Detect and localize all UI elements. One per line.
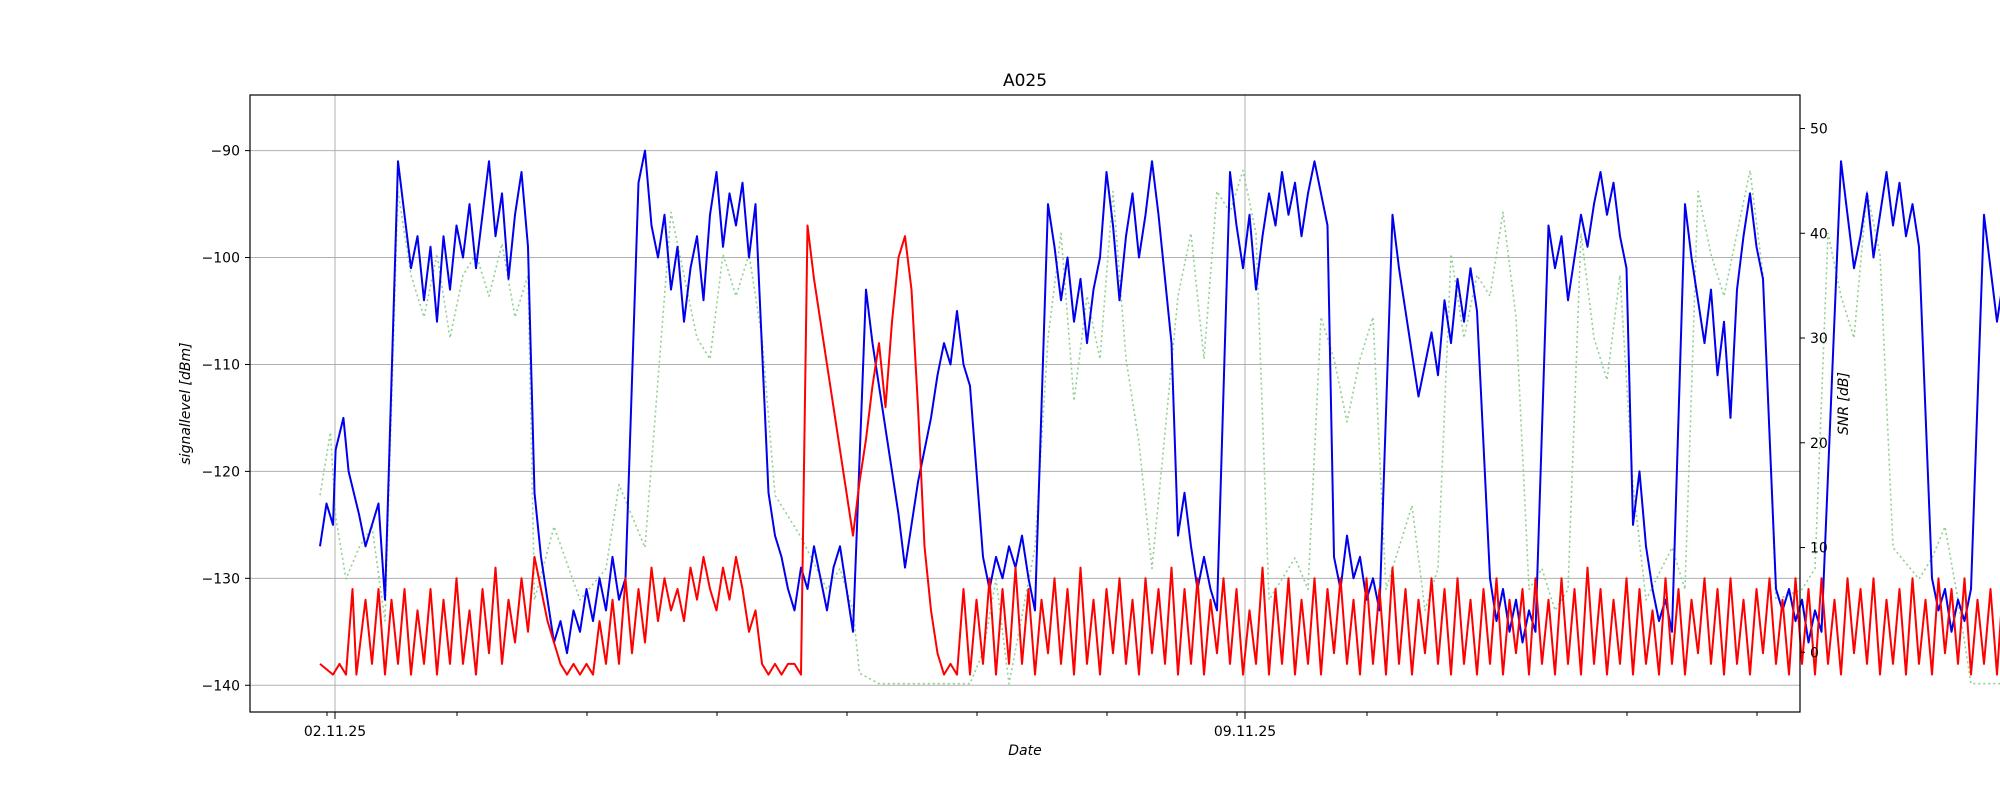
series-layer	[319, 149, 2000, 685]
tick-label-left: −130	[202, 571, 240, 587]
tick-label-right: 40	[1810, 226, 1828, 242]
x-axis-label: Date	[1008, 743, 1041, 759]
y-axis-label-left: signallevel [dBm]	[178, 342, 194, 464]
tick-label-x: 02.11.25	[304, 724, 366, 740]
tick-label-left: −110	[202, 357, 240, 373]
tick-label-x: 09.11.25	[1214, 724, 1276, 740]
tick-label-left: −140	[202, 678, 240, 694]
axes-layer: −90 −100 −110 −120 −130 −140 50 40 30 20 10 0 02.11.…	[202, 122, 1828, 740]
tick-label-left: −120	[202, 464, 240, 480]
y-axis-label-right: SNR [dB]	[1836, 372, 1852, 435]
plot-frame	[249, 94, 1801, 713]
tick-label-left: −100	[202, 251, 240, 267]
gridlines	[250, 95, 1800, 712]
chart-title: A025	[1003, 71, 1047, 91]
tick-label-right: 10	[1810, 541, 1828, 557]
tick-label-right: 50	[1810, 122, 1828, 138]
tick-label-right: 30	[1810, 331, 1828, 347]
tick-label-right: 0	[1810, 645, 1819, 661]
signal-level-line	[319, 149, 2000, 655]
tick-label-left: −90	[210, 144, 240, 160]
noise-level-line	[319, 224, 2000, 676]
tick-label-right: 20	[1810, 436, 1828, 452]
